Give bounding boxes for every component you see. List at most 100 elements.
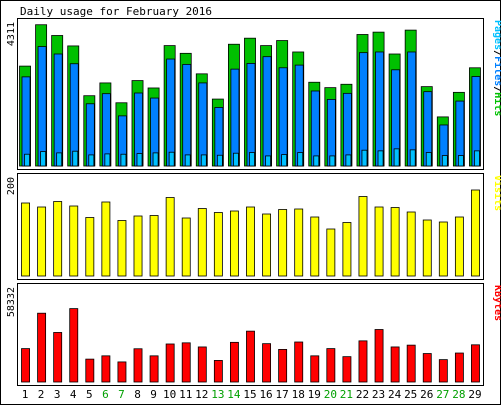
bar-visits-27 [438,221,448,277]
bar-kbytes-7 [117,361,127,383]
bar-pages-26 [425,152,432,167]
bar-kbytes-16 [262,343,272,383]
bar-files-23 [375,51,384,167]
bar-files-25 [407,51,417,167]
bar-visits-23 [374,206,384,277]
bar-kbytes-15 [246,330,255,383]
x-tick-label-28: 28 [452,388,465,401]
bar-visits-18 [294,208,304,277]
bar-files-3 [53,53,63,167]
bar-files-11 [182,64,192,167]
panel-kbytes: 58332 KBytes [6,283,501,386]
bar-visits-6 [101,201,111,277]
bar-pages-20 [329,155,336,167]
bar-visits-16 [262,213,272,277]
bar-kbytes-4 [69,308,79,383]
bar-pages-11 [184,154,191,167]
bar-kbytes-3 [53,332,63,383]
x-tick-label-16: 16 [259,388,272,401]
bar-pages-10 [168,151,175,167]
y-max-label-kbytes: 58332 [6,287,17,317]
bar-visits-29 [471,189,480,277]
bar-kbytes-22 [358,340,368,383]
x-tick-label-5: 5 [86,388,93,401]
panel-label-part: / [492,50,501,56]
bar-visits-2 [37,206,47,277]
bar-files-12 [198,82,208,167]
bar-pages-19 [313,155,320,167]
bar-kbytes-12 [197,346,207,383]
x-tick-label-12: 12 [195,388,208,401]
bar-kbytes-25 [406,344,416,383]
bar-kbytes-14 [229,341,239,383]
bar-pages-28 [457,155,464,167]
x-tick-label-22: 22 [356,388,369,401]
bar-visits-20 [326,228,336,277]
bar-visits-17 [278,209,288,277]
bar-pages-16 [265,155,272,167]
bar-pages-15 [249,152,255,167]
x-tick-label-7: 7 [118,388,125,401]
bar-visits-15 [246,206,255,277]
bar-pages-7 [120,153,127,167]
panel-label-part: Files [492,56,501,86]
bar-pages-9 [152,152,159,167]
x-tick-label-15: 15 [243,388,256,401]
panel-label-part: / [492,86,501,92]
x-tick-label-19: 19 [308,388,321,401]
x-tick-label-11: 11 [179,388,192,401]
bar-files-10 [166,58,176,167]
x-tick-label-21: 21 [340,388,353,401]
bar-visits-3 [53,201,63,277]
bar-pages-8 [136,153,143,167]
bar-pages-3 [56,152,63,167]
bar-visits-24 [390,207,400,277]
panel-label-visits: Visits [492,175,501,211]
bar-pages-17 [281,154,288,167]
bar-visits-1 [21,202,30,277]
bar-pages-1 [24,153,30,167]
bar-kbytes-24 [390,346,400,383]
bar-kbytes-18 [294,341,304,383]
bar-visits-14 [229,210,239,277]
x-tick-label-8: 8 [134,388,141,401]
bar-visits-26 [422,219,432,277]
x-axis-labels: 1 2 3 4 5 6 7 8 9 10 11 12 13 14 15 16 17 18 19 20 21 22 23 24 2… [22,388,482,401]
bar-visits-9 [149,215,159,277]
y-max-label-pages-files-hits: 4311 [6,22,17,46]
bar-kbytes-2 [37,312,47,383]
panel-visits: 200 Visits [6,173,501,280]
bar-visits-25 [406,211,416,277]
bar-kbytes-1 [21,348,30,383]
bar-pages-25 [409,149,416,167]
bar-kbytes-13 [213,360,223,383]
bar-pages-2 [40,151,47,167]
x-tick-label-24: 24 [388,388,402,401]
bar-kbytes-17 [278,349,288,383]
bar-kbytes-29 [471,344,480,383]
bar-pages-13 [216,154,223,167]
bar-files-18 [294,64,304,167]
x-tick-label-9: 9 [150,388,157,401]
bar-visits-11 [181,217,191,277]
bar-visits-12 [197,208,207,277]
bar-kbytes-9 [149,355,159,383]
bar-kbytes-8 [133,348,143,383]
x-tick-label-3: 3 [54,388,61,401]
x-tick-label-14: 14 [227,388,241,401]
bar-visits-10 [165,197,175,277]
panel-label-kbytes: KBytes [492,285,501,321]
bar-visits-21 [342,222,352,277]
bar-kbytes-21 [342,356,352,383]
bar-pages-14 [232,152,239,167]
bar-files-2 [37,46,47,167]
bar-kbytes-10 [165,343,175,383]
bar-pages-22 [361,149,368,167]
bar-kbytes-27 [438,359,448,383]
bar-kbytes-6 [101,355,111,383]
x-tick-label-25: 25 [404,388,417,401]
bar-visits-8 [133,215,143,277]
